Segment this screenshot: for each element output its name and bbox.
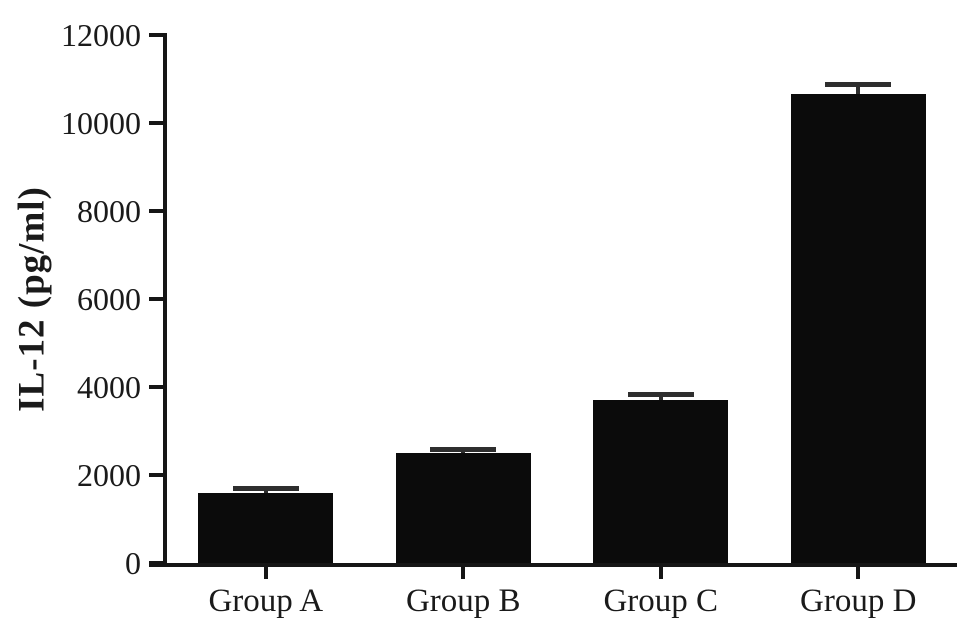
y-tick — [149, 297, 163, 301]
bar — [395, 453, 531, 563]
bar — [790, 94, 926, 563]
y-tick — [149, 33, 163, 37]
x-tick — [658, 567, 663, 579]
error-bar-stem — [856, 84, 861, 95]
x-tick — [856, 567, 861, 579]
error-bar-cap — [825, 82, 892, 88]
y-tick — [149, 385, 163, 389]
y-axis-title: IL-12 (pg/ml) — [11, 186, 53, 412]
y-tick-label: 6000 — [77, 281, 141, 317]
x-axis-line — [149, 563, 957, 567]
y-tick-label: 8000 — [77, 193, 141, 229]
y-axis-line — [163, 33, 167, 567]
x-tick — [263, 567, 268, 579]
x-category-label: Group B — [405, 583, 521, 619]
y-tick — [149, 473, 163, 477]
y-tick-label: 12000 — [61, 17, 141, 53]
y-tick — [149, 561, 163, 565]
y-tick — [149, 209, 163, 213]
error-bar-cap — [627, 392, 694, 398]
y-tick-label: 4000 — [77, 369, 141, 405]
x-category-label: Group A — [208, 583, 324, 619]
y-tick — [149, 121, 163, 125]
bar — [593, 400, 729, 563]
error-bar-cap — [430, 447, 497, 453]
y-tick-label: 2000 — [77, 457, 141, 493]
error-bar-cap — [232, 486, 299, 492]
x-tick — [461, 567, 466, 579]
x-category-label: Group C — [603, 583, 719, 619]
x-category-label: Group D — [800, 583, 917, 619]
y-tick-label: 0 — [125, 545, 141, 581]
bar — [198, 492, 334, 563]
y-tick-label: 10000 — [61, 105, 141, 141]
plot-area: 0 2000 4000 6000 8000 10000 12000 Group A Group … — [61, 19, 957, 618]
